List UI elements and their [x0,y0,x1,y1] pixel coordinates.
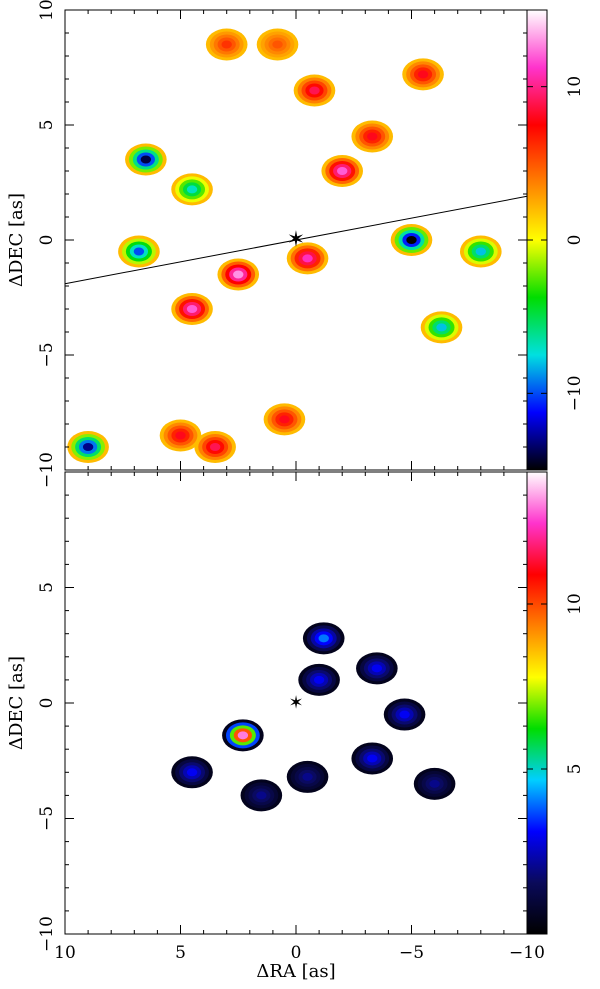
map-feature-15-level-4 [175,431,186,440]
bottom-plot-area [65,472,527,934]
bottom-x-tick-labels: 10 5 0 −5 −10 [54,943,545,963]
x-tick-label: −10 [509,943,545,963]
colorbar-tick-label: 5 [565,764,585,775]
y-tick-label: 10 [37,0,57,21]
bottom-map-features [171,622,456,812]
bottom-colorbar [526,471,548,935]
top-axis-ticks [64,9,528,471]
top-colorbar-tick-labels: 10 0 −10 [527,76,585,411]
map-feature-2-level-4 [302,254,313,263]
map-feature-9-level-4 [436,323,447,332]
bottom-panel: ✶ −10 −5 0 5 10 5 0 −5 −10 ΔDEC [as] ΔRA [as] 1… [6,471,585,982]
map-feature-16-level-4 [209,443,221,451]
map-feature-14-level-4 [367,132,378,141]
map-feature-0-level-4 [233,270,244,279]
top-star-marker: ✶ [287,228,305,253]
bottom-star-marker: ✶ [288,693,303,714]
bottom-y-axis-title: ΔDEC [as] [6,656,27,750]
bottom-x-axis-title: ΔRA [as] [256,961,335,982]
map-feature-8-level-4 [186,768,198,777]
colorbar-tick-label: 10 [565,76,585,98]
map-feature-17-level-4 [279,415,290,424]
bottom-axis-ticks [64,471,528,935]
top-position-angle-line [64,195,528,285]
map-feature-7-level-4 [406,236,417,244]
map-feature-11-level-4 [272,40,283,49]
colorbar-tick-label: 10 [565,593,585,615]
map-feature-12-level-4 [221,40,232,49]
map-feature-3-level-4 [371,664,383,673]
map-feature-10-level-4 [417,70,429,79]
map-feature-5-level-4 [186,185,198,194]
top-y-axis-title: ΔDEC [as] [6,193,27,287]
map-feature-1-level-4 [318,634,329,643]
top-panel: ✶ −10 −5 0 5 10 ΔDEC [as] 10 0 −10 [6,0,585,488]
top-map-features [67,28,502,463]
x-tick-label: 10 [54,943,76,963]
map-feature-2-level-4 [313,675,325,684]
y-tick-label: −10 [37,452,57,488]
y-tick-label: −10 [37,916,57,952]
colorbar-tick-label: −10 [565,375,585,411]
y-tick-label: 0 [37,235,57,246]
y-tick-label: 0 [37,698,57,709]
map-feature-8-level-4 [475,247,486,256]
y-tick-label: −5 [37,342,57,367]
map-feature-4-level-4 [399,710,410,719]
x-tick-label: 5 [175,943,186,963]
map-feature-0-level-4 [237,731,249,740]
y-tick-label: 5 [37,120,57,131]
map-feature-18-level-4 [82,443,94,451]
colorbar-tick-label: 0 [565,235,585,246]
map-feature-9-level-4 [429,779,440,788]
map-feature-4-level-4 [140,155,152,164]
x-tick-label: 0 [291,943,302,963]
bottom-colorbar-tick-labels: 10 5 [527,593,585,774]
y-tick-label: −5 [37,806,57,831]
bottom-y-tick-labels: −10 −5 0 5 [37,582,57,952]
map-feature-3-level-4 [186,305,198,313]
x-tick-label: −5 [399,943,424,963]
y-tick-label: 5 [37,582,57,593]
map-feature-7-level-4 [256,791,267,800]
map-feature-13-level-4 [309,86,320,95]
map-feature-1-level-4 [337,167,348,175]
map-feature-6-level-4 [133,247,145,256]
top-y-tick-labels: −10 −5 0 5 10 [37,0,57,488]
map-feature-5-level-4 [367,754,378,763]
map-feature-6-level-4 [302,772,313,781]
